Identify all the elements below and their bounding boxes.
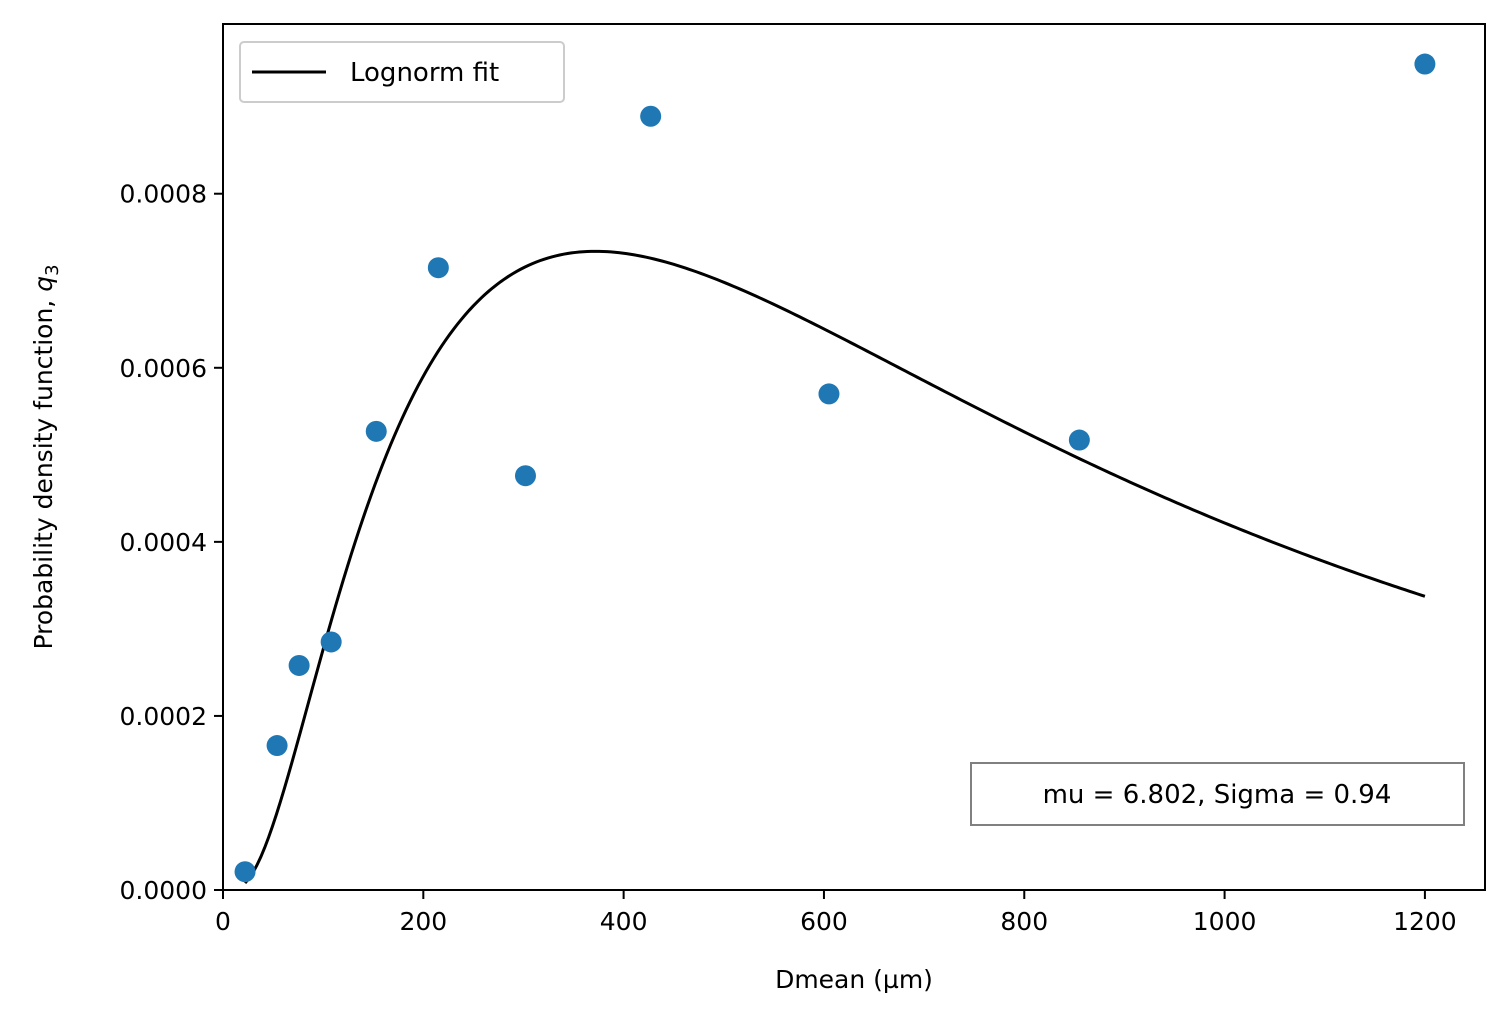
parameter-annotation: mu = 6.802, Sigma = 0.94 xyxy=(970,762,1465,826)
data-point-2 xyxy=(266,735,288,757)
x-tick-label: 1000 xyxy=(1193,907,1257,936)
data-point-4 xyxy=(320,631,342,653)
y-tick-label: 0.0002 xyxy=(120,702,207,731)
x-tick-label: 0 xyxy=(215,907,231,936)
y-axis-label: Probability density function, q3 xyxy=(29,264,63,649)
x-axis-ticks: 0 200 400 600 800 1000 1200 xyxy=(215,890,1457,936)
lognorm-fit-line xyxy=(243,249,1426,885)
data-point-10 xyxy=(1068,429,1090,451)
axes-frame xyxy=(222,23,1486,891)
y-axis-label-text: Probability density function, xyxy=(29,292,58,650)
y-tick-label: 0.0006 xyxy=(120,354,207,383)
data-point-9 xyxy=(818,383,840,405)
data-point-6 xyxy=(427,257,449,279)
legend-box xyxy=(239,41,565,103)
y-tick-label: 0.0000 xyxy=(120,876,207,905)
scatter-points xyxy=(234,53,1436,883)
y-tick-label: 0.0008 xyxy=(120,180,207,209)
y-tick-label: 0.0004 xyxy=(120,528,207,557)
x-tick-label: 600 xyxy=(800,907,848,936)
x-tick-label: 1200 xyxy=(1393,907,1457,936)
x-tick-label: 800 xyxy=(1000,907,1048,936)
data-point-3 xyxy=(288,654,310,676)
x-tick-label: 400 xyxy=(600,907,648,936)
data-point-11 xyxy=(1414,53,1436,75)
x-tick-label: 200 xyxy=(399,907,447,936)
y-axis-ticks: 0.0000 0.0002 0.0004 0.0006 0.0008 xyxy=(120,180,223,905)
y-axis-label-subscript: 3 xyxy=(42,264,63,275)
y-axis-label-math: q xyxy=(29,276,58,292)
legend: Lognorm fit xyxy=(239,41,565,103)
annotation-text: mu = 6.802, Sigma = 0.94 xyxy=(1043,780,1392,810)
x-axis-label: Dmean (µm) xyxy=(775,965,933,994)
data-point-8 xyxy=(640,105,662,127)
data-point-7 xyxy=(514,465,536,487)
annotation-box xyxy=(970,762,1465,826)
legend-label-lognorm-fit: Lognorm fit xyxy=(350,58,499,88)
data-point-1 xyxy=(234,861,256,883)
plot-background xyxy=(223,24,1485,890)
data-point-5 xyxy=(365,420,387,442)
